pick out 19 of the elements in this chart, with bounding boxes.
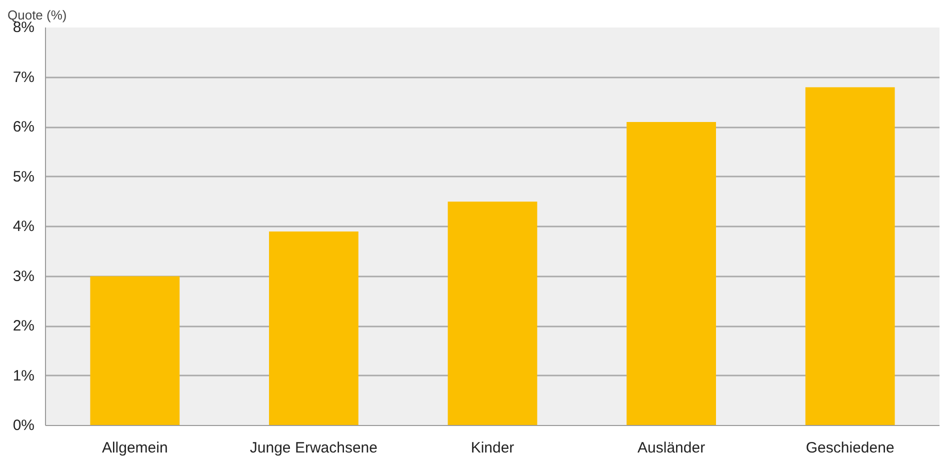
y-tick-label: 1% — [12, 367, 35, 384]
y-tick-label: 7% — [12, 68, 35, 86]
x-tick-label: Kinder — [470, 440, 514, 456]
bar — [626, 122, 716, 426]
x-tick-label: Junge Erwachsene — [250, 440, 378, 456]
y-tick-label: 2% — [12, 318, 35, 334]
y-tick-label: 0% — [12, 417, 35, 434]
bar — [90, 276, 180, 426]
y-tick-label: 3% — [12, 268, 35, 285]
bar — [805, 87, 895, 426]
y-tick-label: 6% — [12, 118, 35, 136]
x-tick-label: Geschiedene — [806, 440, 894, 456]
bar — [269, 231, 358, 426]
x-tick-label: Allgemein — [102, 440, 168, 456]
y-tick-label: 5% — [12, 168, 35, 186]
bar — [448, 202, 538, 426]
y-tick-label: 4% — [12, 218, 35, 235]
y-axis-title: Quote (%) — [8, 8, 67, 22]
x-tick-label: Ausländer — [638, 440, 706, 456]
